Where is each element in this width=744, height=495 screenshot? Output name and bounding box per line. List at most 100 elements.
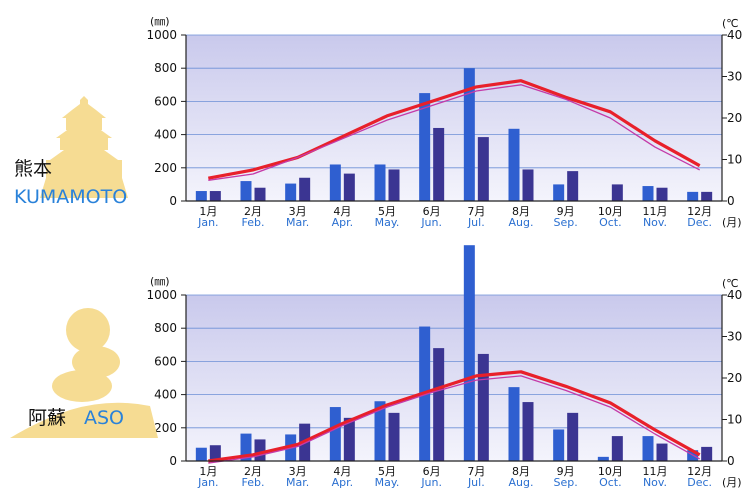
y2-tick-label: 10: [727, 153, 742, 167]
precip-bar: [567, 171, 579, 201]
y-tick-labels: 0 200 400 600 800 1000: [146, 28, 186, 208]
month-label-jp: 9月: [557, 205, 575, 218]
x-unit: (月): [722, 476, 742, 489]
y-tick-label: 1000: [146, 28, 177, 42]
y-tick-label: 800: [154, 321, 177, 335]
y2-tick-label: 0: [727, 194, 735, 208]
precip-bar: [388, 412, 400, 461]
month-label-en: Dec.: [687, 476, 712, 489]
precip-bar: [701, 191, 713, 201]
plot-area: [186, 35, 722, 201]
month-label-jp: 4月: [333, 205, 351, 218]
month-label-jp: 10月: [598, 205, 623, 218]
y-tick-labels: 0 200 400 600 800 1000: [146, 288, 186, 468]
month-label-en: Sep.: [554, 476, 578, 489]
month-label-en: Oct.: [599, 476, 622, 489]
y2-tick-label: 0: [727, 454, 735, 468]
y2-tick-label: 20: [727, 111, 742, 125]
precip-bar: [701, 446, 713, 461]
month-label-jp: 6月: [423, 205, 441, 218]
precip-bars: [195, 68, 713, 201]
month-label-jp: 3月: [289, 205, 307, 218]
precip-bar: [522, 169, 534, 201]
precip-bar: [195, 447, 207, 461]
precip-bar: [299, 177, 311, 201]
month-label-jp: 5月: [378, 465, 396, 478]
y-tick-label: 800: [154, 61, 177, 75]
precip-bar: [374, 401, 386, 461]
y-tick-label: 0: [169, 454, 177, 468]
month-label-en: Feb.: [242, 216, 265, 229]
y2-tick-label: 40: [727, 288, 742, 302]
month-label-en: Sep.: [554, 216, 578, 229]
month-label-en: Jun.: [420, 216, 442, 229]
precip-bar: [687, 191, 699, 201]
y2-tick-label: 30: [727, 70, 742, 84]
temp-lines: [208, 370, 701, 464]
y2-tick-label: 30: [727, 330, 742, 344]
month-label-en: Jul.: [467, 216, 485, 229]
precip-bar: [343, 173, 355, 201]
month-label-jp: 11月: [643, 205, 668, 218]
y-tick-label: 400: [154, 128, 177, 142]
precip-bar: [611, 184, 623, 201]
month-label-jp: 10月: [598, 465, 623, 478]
month-label-en: Aug.: [509, 216, 534, 229]
month-label-jp: 7月: [467, 205, 485, 218]
y-tick-label: 600: [154, 94, 177, 108]
y-tick-label: 400: [154, 388, 177, 402]
month-label-jp: 1月: [199, 205, 217, 218]
month-label-en: Nov.: [643, 216, 667, 229]
month-label-jp: 6月: [423, 465, 441, 478]
month-label-jp: 8月: [512, 465, 530, 478]
month-label-jp: 12月: [687, 465, 712, 478]
y2-tick-labels: 0 10 20 30 40: [722, 288, 742, 468]
x-unit: (月): [722, 216, 742, 229]
month-label-jp: 3月: [289, 465, 307, 478]
precip-bar: [611, 436, 623, 461]
month-label-en: Mar.: [286, 476, 309, 489]
month-label-jp: 1月: [199, 465, 217, 478]
month-label-en: Jan.: [197, 216, 218, 229]
temp-lines: [208, 79, 701, 181]
precip-bar: [553, 429, 565, 461]
precip-bar: [642, 436, 654, 461]
city-name-jp: 阿蘇: [28, 407, 66, 429]
y2-tick-label: 10: [727, 413, 742, 427]
month-label-jp: 11月: [643, 465, 668, 478]
gridlines: [186, 294, 722, 429]
precip-bar: [195, 191, 207, 201]
y-tick-label: 1000: [146, 288, 177, 302]
y2-tick-label: 40: [727, 28, 742, 42]
month-label-en: May.: [375, 476, 400, 489]
mountain-icon: [10, 308, 158, 438]
month-label-jp: 4月: [333, 465, 351, 478]
month-label-en: Jun.: [420, 476, 442, 489]
precip-bar: [508, 128, 520, 201]
precip-bar: [343, 417, 355, 461]
temperature-line: [208, 84, 700, 181]
month-label-en: Mar.: [286, 216, 309, 229]
y2-tick-labels: 0 10 20 30 40: [722, 28, 742, 208]
temperature-line: [208, 375, 701, 464]
month-label-en: Nov.: [643, 476, 667, 489]
precip-bar: [329, 407, 341, 461]
y-tick-label: 0: [169, 194, 177, 208]
month-label-en: Jul.: [467, 476, 485, 489]
month-label-jp: 7月: [467, 465, 485, 478]
gridlines: [186, 34, 722, 169]
month-label-en: Jan.: [197, 476, 218, 489]
month-label-en: Feb.: [242, 476, 265, 489]
y-tick-label: 600: [154, 354, 177, 368]
precip-bar: [656, 443, 668, 461]
precip-bar: [642, 186, 654, 201]
precip-bar: [433, 348, 445, 461]
left-unit: (㎜): [150, 15, 170, 28]
precip-bar: [477, 353, 489, 461]
city-name-en: KUMAMOTO: [14, 186, 127, 208]
precip-bar: [285, 183, 297, 201]
